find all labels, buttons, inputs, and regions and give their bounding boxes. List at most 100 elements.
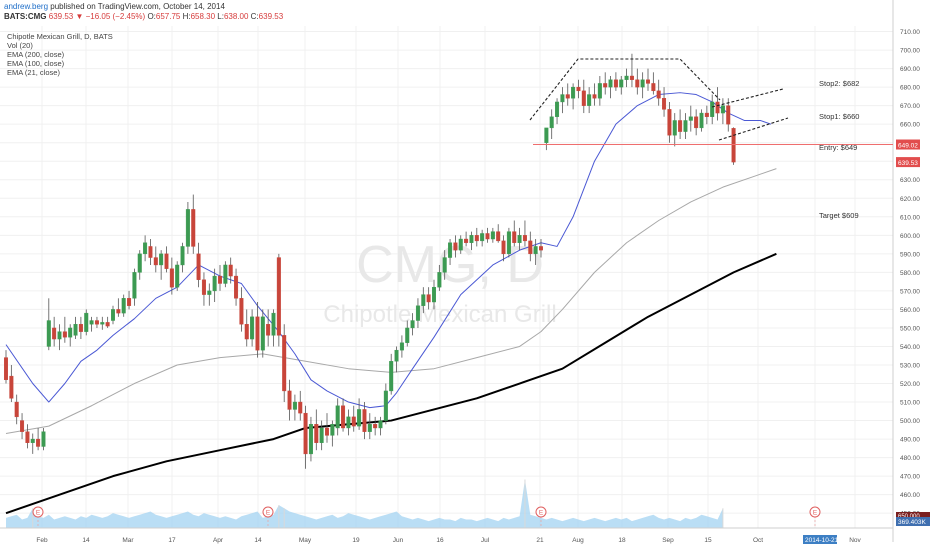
candle-body <box>105 322 110 327</box>
candle <box>544 127 549 151</box>
candle-body <box>30 438 35 443</box>
candle <box>25 424 30 449</box>
candle-body <box>373 424 378 429</box>
indicator-ema100[interactable]: EMA (100, close) <box>7 59 65 68</box>
candle <box>105 316 110 328</box>
candle <box>490 227 495 243</box>
candle-body <box>223 264 228 284</box>
quote-line: BATS:CMG 639.53 ▼ −16.05 (−2.45%) O:657.… <box>4 12 283 21</box>
candle-body <box>127 298 132 306</box>
open-label: O: <box>147 12 156 21</box>
candle-body <box>73 324 78 336</box>
x-tick-label: Nov <box>849 537 861 544</box>
candle-body <box>581 90 586 106</box>
indicator-ema21[interactable]: EMA (21, close) <box>7 68 60 77</box>
candle <box>699 109 704 132</box>
candle <box>244 309 249 347</box>
candle-body <box>180 246 185 266</box>
candle <box>62 316 67 343</box>
candle-body <box>587 94 592 106</box>
candle <box>266 309 271 347</box>
y-tick-label: 510.00 <box>900 400 920 407</box>
candle-body <box>143 242 148 255</box>
candle <box>148 239 153 265</box>
candle <box>378 416 383 436</box>
candle-body <box>635 79 640 88</box>
candle <box>180 242 185 273</box>
candle <box>68 324 73 347</box>
x-axis: Feb 14 Mar 17 Apr 14 May 19 Jun 16 Jul 21 Aug 18 Sep 15… <box>36 535 862 544</box>
candle-body <box>421 294 426 306</box>
indicator-vol[interactable]: Vol (20) <box>7 41 33 50</box>
candle <box>46 298 51 351</box>
candle-body <box>137 253 142 273</box>
candle-body <box>212 275 217 292</box>
price-badge <box>896 139 920 150</box>
candle-body <box>217 275 222 284</box>
candle <box>437 264 442 291</box>
candle <box>704 105 709 125</box>
candle-body <box>20 420 25 432</box>
candle-body <box>41 431 46 447</box>
candle <box>442 250 447 280</box>
x-tick-label: Mar <box>122 537 134 544</box>
candle <box>228 257 233 284</box>
candle <box>175 261 180 291</box>
flag-upper-line <box>711 88 784 108</box>
candle-body <box>699 112 704 129</box>
candle-body <box>367 424 372 432</box>
candle-body <box>52 327 57 340</box>
candle-body <box>522 235 527 242</box>
y-tick-label: 690.00 <box>900 66 920 73</box>
candle-body <box>410 320 415 329</box>
candle-body <box>164 253 169 269</box>
candle <box>480 229 485 247</box>
candle <box>720 98 725 125</box>
candle <box>539 239 544 258</box>
candle <box>373 416 378 436</box>
candle <box>694 109 699 136</box>
candle-body <box>110 309 115 321</box>
ema100-line <box>5 168 777 435</box>
candle <box>84 309 89 336</box>
candle <box>255 302 260 358</box>
candle <box>164 246 169 273</box>
x-tick-label: May <box>299 537 312 544</box>
candle-body <box>490 231 495 240</box>
candle <box>383 383 388 425</box>
x-tick-label: 14 <box>82 537 90 544</box>
candle-body <box>159 253 164 266</box>
candle-body <box>624 75 629 80</box>
candle-body <box>619 79 624 88</box>
y-tick-label: 700.00 <box>900 48 920 55</box>
candle-body <box>437 272 442 288</box>
candle-body <box>116 309 121 314</box>
candle <box>688 105 693 132</box>
author-link[interactable]: andrew.berg <box>4 2 49 11</box>
candle-body <box>169 268 174 288</box>
stop1-label: Stop1: $660 <box>819 112 859 121</box>
x-tick-label: 15 <box>704 537 712 544</box>
y-tick-label: 570.00 <box>900 288 920 295</box>
candle-body <box>287 390 292 410</box>
candle <box>357 398 362 430</box>
candle <box>646 68 651 91</box>
candle-body <box>506 231 511 255</box>
candle <box>656 79 661 106</box>
candle <box>351 405 356 432</box>
candle <box>94 316 99 328</box>
candle-body <box>121 298 126 314</box>
y-tick-label: 560.00 <box>900 307 920 314</box>
candle-body <box>704 112 709 117</box>
candle <box>207 283 212 306</box>
candle <box>287 379 292 421</box>
candle-body <box>608 79 613 88</box>
candle <box>335 398 340 436</box>
candle <box>9 364 14 403</box>
candle <box>453 235 458 258</box>
indicator-title[interactable]: Chipotle Mexican Grill, D, BATS <box>7 32 113 41</box>
candle-body <box>314 424 319 443</box>
indicator-ema200[interactable]: EMA (200, close) <box>7 50 65 59</box>
